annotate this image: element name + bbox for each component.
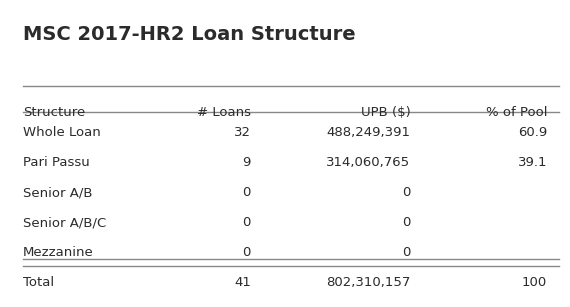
Text: 41: 41 xyxy=(234,276,251,289)
Text: UPB ($): UPB ($) xyxy=(361,106,410,119)
Text: 314,060,765: 314,060,765 xyxy=(326,156,410,169)
Text: 100: 100 xyxy=(522,276,547,289)
Text: Total: Total xyxy=(23,276,54,289)
Text: 0: 0 xyxy=(402,186,410,199)
Text: 0: 0 xyxy=(242,246,251,259)
Text: 60.9: 60.9 xyxy=(518,126,547,139)
Text: 9: 9 xyxy=(242,156,251,169)
Text: MSC 2017-HR2 Loan Structure: MSC 2017-HR2 Loan Structure xyxy=(23,25,356,44)
Text: Senior A/B/C: Senior A/B/C xyxy=(23,216,106,229)
Text: Mezzanine: Mezzanine xyxy=(23,246,93,259)
Text: Whole Loan: Whole Loan xyxy=(23,126,100,139)
Text: Structure: Structure xyxy=(23,106,85,119)
Text: 39.1: 39.1 xyxy=(518,156,547,169)
Text: 802,310,157: 802,310,157 xyxy=(326,276,410,289)
Text: Pari Passu: Pari Passu xyxy=(23,156,89,169)
Text: # Loans: # Loans xyxy=(197,106,251,119)
Text: 0: 0 xyxy=(242,216,251,229)
Text: Senior A/B: Senior A/B xyxy=(23,186,92,199)
Text: 0: 0 xyxy=(402,216,410,229)
Text: 0: 0 xyxy=(402,246,410,259)
Text: % of Pool: % of Pool xyxy=(486,106,547,119)
Text: 32: 32 xyxy=(234,126,251,139)
Text: 488,249,391: 488,249,391 xyxy=(327,126,410,139)
Text: 0: 0 xyxy=(242,186,251,199)
